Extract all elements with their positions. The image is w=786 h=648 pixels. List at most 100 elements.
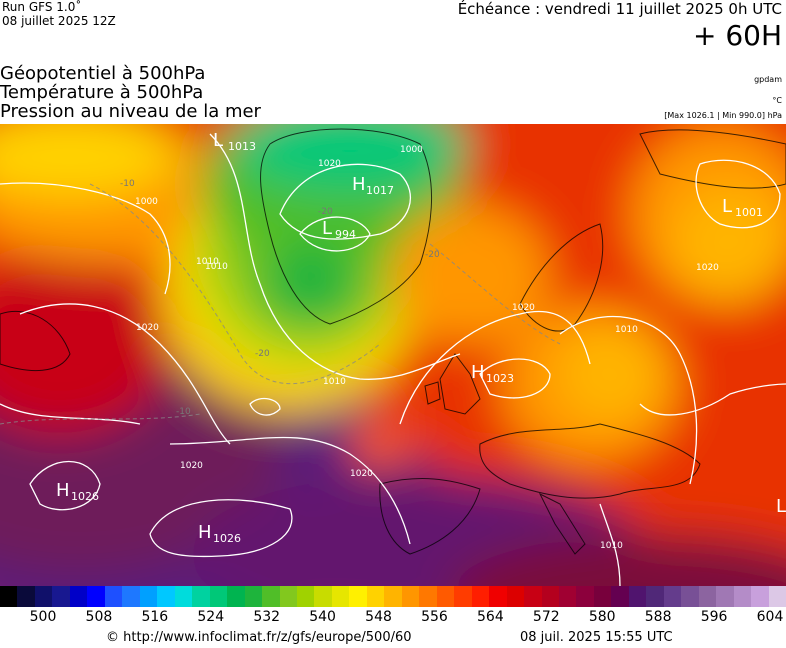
color-swatch — [87, 586, 105, 607]
low-pressure-center-northwest: L 1013 — [213, 130, 256, 153]
isobar-label: 1000 — [135, 197, 158, 207]
color-scale — [0, 586, 786, 607]
unit-pressure: [Max 1026.1 | Min 990.0] hPa — [664, 111, 782, 120]
color-swatch — [593, 586, 612, 607]
color-scale-tick: 588 — [644, 609, 672, 625]
color-swatch — [751, 586, 769, 607]
color-scale-tick: 604 — [756, 609, 784, 625]
color-scale-tick: 596 — [700, 609, 728, 625]
color-swatch — [489, 586, 507, 607]
color-swatch — [244, 586, 263, 607]
color-swatch — [296, 586, 315, 607]
color-swatch — [279, 586, 297, 607]
svg-text:1026: 1026 — [213, 532, 241, 545]
svg-text:1013: 1013 — [228, 140, 256, 153]
svg-text:1023: 1023 — [486, 372, 514, 385]
color-scale-tick: 580 — [588, 609, 616, 625]
color-swatch — [681, 586, 699, 607]
low-pressure-center-east: L 1001 — [722, 196, 763, 219]
svg-text:994: 994 — [335, 228, 356, 241]
high-pressure-center-atlantic-west: H 1026 — [56, 480, 99, 503]
isobar-label: 1020 — [318, 159, 341, 169]
color-swatch — [419, 586, 437, 607]
parameter-geopotential: Géopotentiel à 500hPa — [0, 63, 206, 84]
color-scale-tick: 556 — [421, 609, 448, 625]
temperature-label: -10 — [176, 407, 191, 417]
color-swatch — [174, 586, 193, 607]
color-scale-tick: 540 — [309, 609, 336, 625]
color-swatch — [436, 586, 455, 607]
low-pressure-center-southeast: L — [776, 496, 786, 517]
isobar-label: 1010 — [196, 257, 219, 267]
coastlines — [0, 128, 786, 555]
color-swatch — [733, 586, 752, 607]
color-scale-tick: 564 — [477, 609, 504, 625]
color-swatch — [401, 586, 420, 607]
temperature-label: -20 — [255, 349, 270, 359]
color-swatch — [209, 586, 228, 607]
pressure-centers: H 1017 L 994 L 1001 H 1023 H 1026 H 1026 — [56, 130, 786, 545]
source-url: © http://www.infoclimat.fr/z/gfs/europe/… — [106, 630, 412, 645]
weather-map-svg: H 1017 L 994 L 1001 H 1023 H 1026 H 1026 — [0, 124, 786, 586]
svg-text:L: L — [722, 196, 732, 217]
isobar-label: 1010 — [323, 377, 346, 387]
color-swatch — [366, 586, 385, 607]
color-swatch — [471, 586, 490, 607]
color-swatch — [576, 586, 594, 607]
color-swatch — [559, 586, 577, 607]
color-scale-tick: 516 — [141, 609, 169, 625]
isobar-label: 1010 — [615, 325, 638, 335]
color-swatch — [157, 586, 175, 607]
temperature-label: -10 — [120, 179, 135, 189]
geopotential-field — [0, 124, 786, 586]
parameter-list: Géopotentiel à 500hPa Température à 500h… — [0, 64, 261, 121]
unit-temperature: °C — [772, 96, 782, 105]
unit-geopotential: gpdam — [754, 75, 782, 84]
weather-map: H 1017 L 994 L 1001 H 1023 H 1026 H 1026 — [0, 124, 786, 586]
isotherms — [0, 183, 561, 425]
run-label: Run GFS 1.0˚ — [2, 0, 82, 14]
low-pressure-center-greenland: L 994 — [322, 218, 356, 241]
isobar-label: 1020 — [696, 263, 719, 273]
color-swatch — [349, 586, 367, 607]
isobar-label: 1020 — [180, 461, 203, 471]
color-scale-tick: 532 — [253, 609, 281, 625]
color-scale-tick: 548 — [365, 609, 392, 625]
color-swatch — [628, 586, 647, 607]
color-swatch — [663, 586, 682, 607]
color-scale-tick: 500 — [29, 609, 57, 625]
lead-time: + 60H — [692, 19, 782, 52]
color-swatch — [139, 586, 158, 607]
color-scale-tick: 572 — [532, 609, 560, 625]
svg-text:H: H — [471, 362, 485, 383]
isobar-labels: 1000 1010 1020 1020 1010 1020 1020 1010 … — [135, 145, 719, 551]
color-swatch — [104, 586, 123, 607]
color-swatch — [122, 586, 140, 607]
isobar-label: 1020 — [512, 303, 535, 313]
color-swatch — [646, 586, 664, 607]
color-swatch — [698, 586, 717, 607]
svg-text:H: H — [198, 522, 212, 543]
high-pressure-center-azores: H 1026 — [198, 522, 241, 545]
generated-timestamp: 08 juil. 2025 15:55 UTC — [520, 630, 673, 645]
color-scale-tick: 508 — [85, 609, 113, 625]
color-swatch — [454, 586, 472, 607]
color-swatch — [192, 586, 210, 607]
color-swatch — [384, 586, 402, 607]
isobar-label: 1010 — [205, 262, 228, 272]
color-swatch — [0, 586, 18, 607]
isobar-label: 1020 — [350, 469, 373, 479]
svg-text:1026: 1026 — [71, 490, 99, 503]
svg-text:1001: 1001 — [735, 206, 763, 219]
color-swatch — [314, 586, 332, 607]
color-swatch — [69, 586, 88, 607]
temperature-label: -20 — [318, 207, 333, 217]
parameter-pressure: Pression au niveau de la mer — [0, 101, 261, 122]
temperature-label: -20 — [425, 250, 440, 260]
svg-text:L: L — [213, 130, 223, 151]
color-swatch — [611, 586, 629, 607]
color-swatch — [227, 586, 245, 607]
parameter-temperature: Température à 500hPa — [0, 82, 204, 103]
svg-text:H: H — [56, 480, 70, 501]
isobar-label: 1010 — [600, 541, 623, 551]
